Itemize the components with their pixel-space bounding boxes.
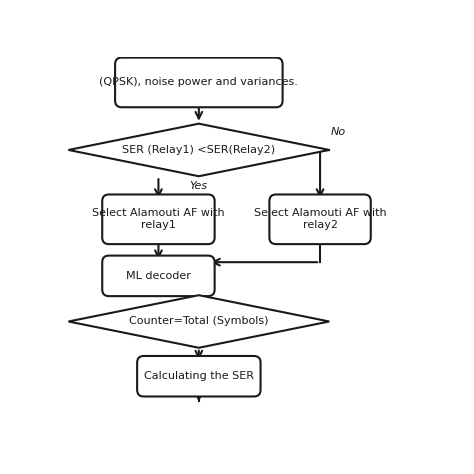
FancyBboxPatch shape	[269, 194, 371, 244]
FancyBboxPatch shape	[102, 194, 215, 244]
Text: No: No	[331, 127, 346, 137]
Polygon shape	[68, 124, 329, 176]
FancyBboxPatch shape	[102, 255, 215, 296]
Polygon shape	[68, 295, 329, 348]
Text: ML decoder: ML decoder	[126, 271, 191, 281]
FancyBboxPatch shape	[115, 58, 283, 107]
Text: Calculating the SER: Calculating the SER	[144, 371, 254, 381]
Text: Select Alamouti AF with
relay2: Select Alamouti AF with relay2	[254, 209, 386, 230]
FancyBboxPatch shape	[137, 356, 261, 396]
Text: Select Alamouti AF with
relay1: Select Alamouti AF with relay1	[92, 209, 225, 230]
Text: Counter=Total (Symbols): Counter=Total (Symbols)	[129, 317, 269, 327]
Text: SER (Relay1) <SER(Relay2): SER (Relay1) <SER(Relay2)	[122, 145, 275, 155]
Text: Yes: Yes	[190, 182, 208, 191]
Text: (QPSK), noise power and variances.: (QPSK), noise power and variances.	[100, 77, 298, 87]
